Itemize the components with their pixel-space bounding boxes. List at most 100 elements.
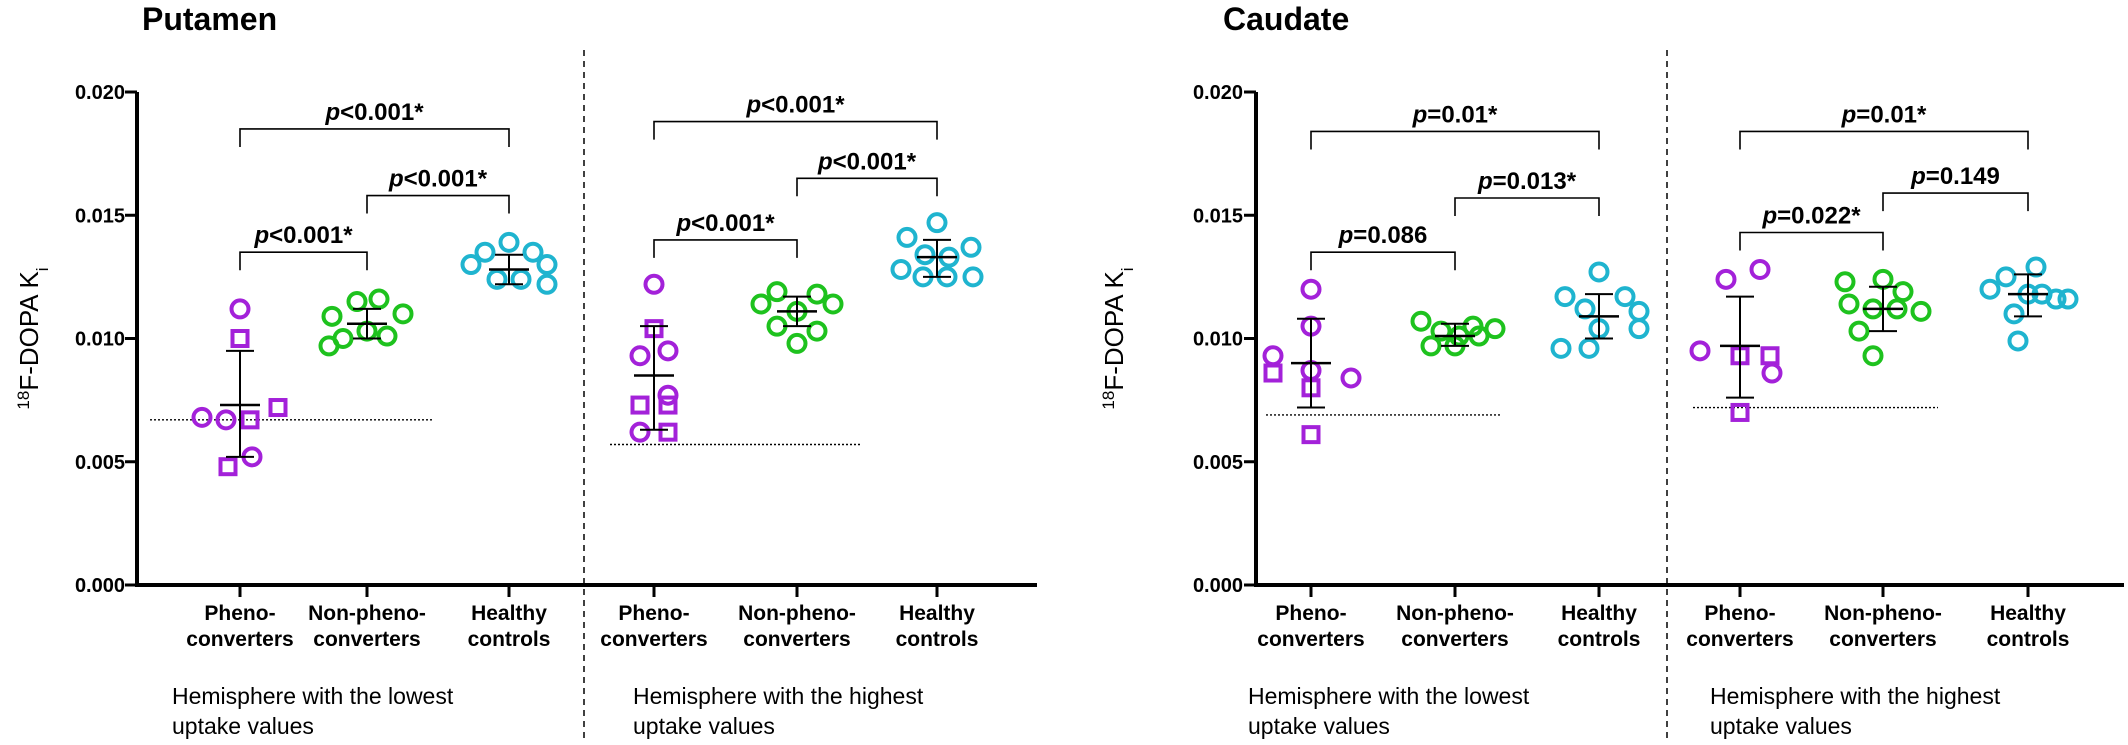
data-point-circle [657,384,679,406]
data-point-circle [536,254,558,276]
y-tick-label: 0.000 [1193,575,1243,597]
data-point-circle [392,303,414,325]
bracket-line [239,251,368,271]
y-tick-label: 0.010 [1193,329,1243,351]
data-point-circle [1628,300,1650,322]
data-point-circle [1862,345,1884,367]
bracket-line [1310,251,1456,271]
data-point-circle [2045,288,2067,310]
p-value-label: p<0.001* [324,99,424,126]
data-point-circle [229,298,251,320]
comparison-bracket: p=0.01* [1739,101,2029,150]
data-point-circle [1262,345,1284,367]
data-point-circle [750,293,772,315]
chart-putamen: Putamen 18F-DOPA Ki 0.000 0.005 0.010 0.015 0.… [14,1,1037,742]
data-point-circle [498,231,520,253]
data-point-circle [346,291,368,313]
bracket-line [653,239,798,258]
data-point-square [1730,402,1750,422]
bracket-line [1454,197,1600,216]
data-point-circle [1689,340,1711,362]
comparison-bracket: p<0.001* [653,210,798,258]
data-point-circle [215,409,237,431]
p-value-label: p<0.001* [388,166,488,193]
p-value-label: p=0.086 [1338,222,1428,249]
data-point-circle [321,305,343,327]
data-point-circle [786,332,808,354]
category-label: Healthy controls [1987,602,2070,651]
group-healthy-controls [1550,261,1650,359]
group-healthy-controls [460,231,558,295]
hemisphere-label: Hemisphere with the lowest uptake values [172,683,454,739]
comparison-bracket: p<0.001* [796,148,938,197]
y-tick-label: 0.010 [75,329,125,351]
p-value-label: p<0.001* [817,148,917,175]
comparison-bracket: p<0.001* [366,166,510,214]
data-point-circle [914,244,936,266]
hemisphere-label: Hemisphere with the highest uptake values [1710,683,2001,739]
group-non-pheno-converters [1410,310,1506,357]
data-point-circle [657,340,679,362]
data-point-circle [629,345,651,367]
data-point-circle [1574,298,1596,320]
data-point-square [658,422,678,442]
data-point-circle [376,325,398,347]
category-label: Non-pheno-converters [308,602,426,651]
data-point-circle [890,258,912,280]
data-point-circle [2025,256,2047,278]
comparison-bracket: p<0.001* [239,222,368,271]
data-point-circle [962,266,984,288]
bracket-line [366,194,510,214]
data-point-square [658,395,678,415]
p-value-label: p=0.01* [1841,101,1927,128]
category-label: Non-pheno-converters [1824,602,1942,651]
data-point-circle [766,315,788,337]
data-point-circle [1484,318,1506,340]
y-tick-label: 0.015 [75,205,125,227]
bracket-line [1310,130,1600,150]
data-point-square [240,410,260,430]
data-point-circle [1410,310,1432,332]
data-point-circle [1550,337,1572,359]
data-point-circle [1979,278,2001,300]
data-point-square [268,398,288,418]
category-label: Non-pheno-converters [1396,602,1514,651]
group-healthy-controls [1979,256,2079,352]
comparison-bracket: p=0.01* [1310,101,1600,150]
data-point-circle [1715,268,1737,290]
y-tick-label: 0.005 [1193,452,1243,474]
group-non-pheno-converters [1834,268,1932,367]
y-tick-label: 0.000 [75,575,125,597]
panel-lowest: Pheno-converters Non-pheno-converters Heal… [1248,101,1650,739]
panel-lowest: Pheno-converters Non-pheno-converters Heal… [150,99,558,739]
data-point-circle [1340,367,1362,389]
bracket-line [653,120,938,140]
data-point-circle [1578,337,1600,359]
data-point-circle [806,320,828,342]
data-point-circle [1872,268,1894,290]
p-value-label: p=0.01* [1412,101,1498,128]
data-point-circle [1838,293,1860,315]
data-point-circle [460,254,482,276]
data-point-circle [510,268,532,290]
category-label: Healthy controls [1558,602,1641,651]
category-label: Healthy controls [896,602,979,651]
bracket-line [239,128,510,147]
category-label: Pheno-converters [600,602,707,651]
group-pheno-converters [1262,278,1362,445]
category-label: Non-pheno-converters [738,602,856,651]
comparison-bracket: p=0.149 [1882,163,2029,212]
data-point-square [230,329,250,348]
category-label: Pheno-converters [186,602,293,651]
data-point-circle [1834,271,1856,293]
data-point-circle [643,273,665,295]
panel-highest: Pheno-converters Non-pheno-converters Heal… [1666,50,2079,742]
category-label: Healthy controls [468,602,551,651]
data-point-circle [766,281,788,303]
group-healthy-controls [890,212,984,288]
category-label: Pheno-converters [1686,602,1793,651]
data-point-circle [806,283,828,305]
data-point-circle [2003,303,2025,325]
chart-title: Putamen [142,1,277,37]
